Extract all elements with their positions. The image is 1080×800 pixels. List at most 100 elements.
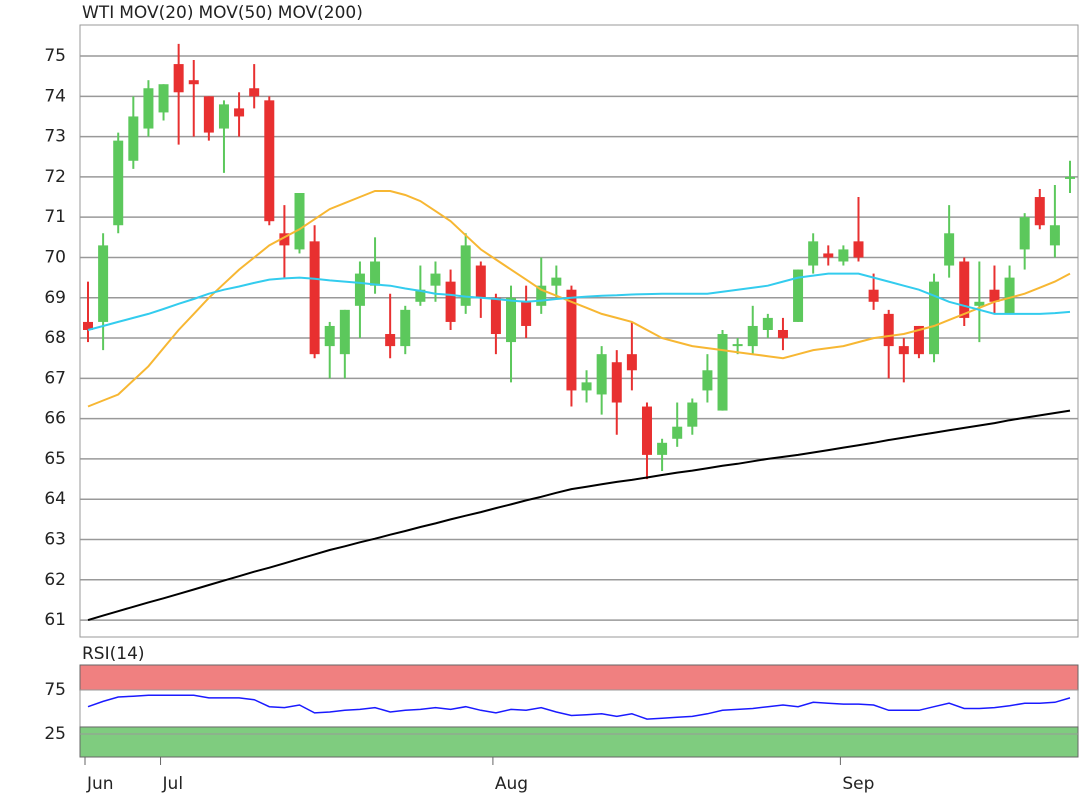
y-tick-label: 65 (44, 449, 66, 469)
candle-body (445, 281, 456, 322)
candle-body (536, 285, 547, 306)
legend-entry: MOV(20) (119, 3, 193, 23)
y-tick-label: 73 (44, 127, 66, 147)
candle-body (687, 402, 698, 427)
candle-body (883, 313, 894, 347)
candle-body (294, 193, 305, 250)
candle-body (234, 108, 245, 117)
candle-body (506, 297, 517, 343)
candle-body (1034, 197, 1045, 226)
x-tick-label: Jun (86, 774, 114, 794)
candle-body (370, 261, 381, 286)
y-tick-label: 64 (44, 489, 66, 509)
candle-body (868, 289, 879, 302)
candle-body (913, 325, 924, 355)
y-tick-label: 72 (44, 167, 66, 187)
candle-body (626, 354, 637, 371)
y-tick-label: 62 (44, 570, 66, 590)
y-tick-label: 67 (44, 368, 66, 388)
y-tick-label: 70 (44, 247, 66, 267)
candle-body (475, 265, 486, 298)
candle-body (657, 442, 668, 455)
candle-body (566, 289, 577, 391)
legend-entry: MOV(200) (278, 3, 363, 23)
candle-body (793, 269, 804, 322)
candle-body (929, 281, 940, 355)
candle-body (203, 96, 214, 133)
candle-body (611, 362, 622, 403)
x-tick-label: Jul (162, 774, 184, 794)
candle-body (264, 100, 275, 222)
candle-body (1019, 217, 1030, 250)
candle-body (354, 273, 365, 306)
moving-average-line (87, 272, 1071, 331)
candle-body (732, 344, 743, 347)
y-tick-label: 63 (44, 529, 66, 549)
candle-body (460, 245, 471, 306)
candle-body (1049, 225, 1060, 246)
plot-area (79, 24, 1079, 638)
candle-body (309, 241, 320, 355)
x-tick-label: Aug (495, 774, 528, 794)
candle-body (974, 301, 985, 306)
candle-body (1065, 176, 1075, 179)
candle-body (823, 253, 834, 258)
candle-body (339, 309, 350, 355)
x-tick-label: Sep (842, 774, 874, 794)
y-tick-label: 61 (44, 610, 66, 630)
candle-body (188, 80, 199, 85)
candle-body (989, 289, 1000, 302)
candle-body (717, 334, 728, 411)
candle-body (944, 233, 955, 266)
candle-body (596, 354, 607, 395)
y-tick-label: 74 (44, 86, 66, 106)
candle-body (702, 370, 713, 391)
y-tick-label: 75 (44, 680, 66, 700)
candle-body (762, 317, 773, 330)
candle-body (1004, 277, 1015, 314)
zone-band (79, 726, 1079, 758)
candle-body (143, 88, 154, 129)
candle-body (747, 325, 758, 347)
candle-body (324, 325, 335, 347)
candle-body (113, 140, 124, 226)
moving-average-line (87, 409, 1071, 622)
candle-body (279, 233, 290, 246)
y-tick-label: 66 (44, 409, 66, 429)
candle-body (853, 241, 864, 258)
candle-body (521, 301, 532, 326)
y-tick-label: 69 (44, 288, 66, 308)
candle-body (551, 277, 562, 286)
candle-body (415, 289, 426, 302)
rsi-line (87, 694, 1071, 720)
candle-body (838, 249, 849, 262)
candle-body (898, 346, 909, 355)
legend-entry: MOV(50) (199, 3, 273, 23)
panel-title: RSI(14) (82, 644, 145, 664)
candle-body (83, 321, 93, 330)
y-tick-label: 68 (44, 328, 66, 348)
candle-body (581, 382, 592, 391)
candle-body (158, 84, 169, 113)
candle-body (959, 261, 970, 318)
legend-entry: WTI (82, 3, 114, 23)
zone-band (79, 664, 1079, 691)
candle-body (641, 406, 652, 455)
candle-body (173, 64, 184, 93)
candle-body (400, 309, 411, 347)
candle-body (385, 334, 396, 347)
candle-body (128, 116, 139, 161)
candle-body (249, 88, 260, 97)
candle-body (808, 241, 819, 266)
y-tick-label: 71 (44, 207, 66, 227)
candle-body (98, 245, 109, 322)
candle-body (218, 104, 229, 129)
candle-body (490, 297, 501, 335)
candle-body (777, 329, 788, 339)
moving-average-line (87, 190, 1071, 408)
y-tick-label: 75 (44, 46, 66, 66)
y-tick-label: 25 (44, 724, 66, 744)
candle-body (430, 273, 441, 286)
candle-body (672, 426, 683, 439)
